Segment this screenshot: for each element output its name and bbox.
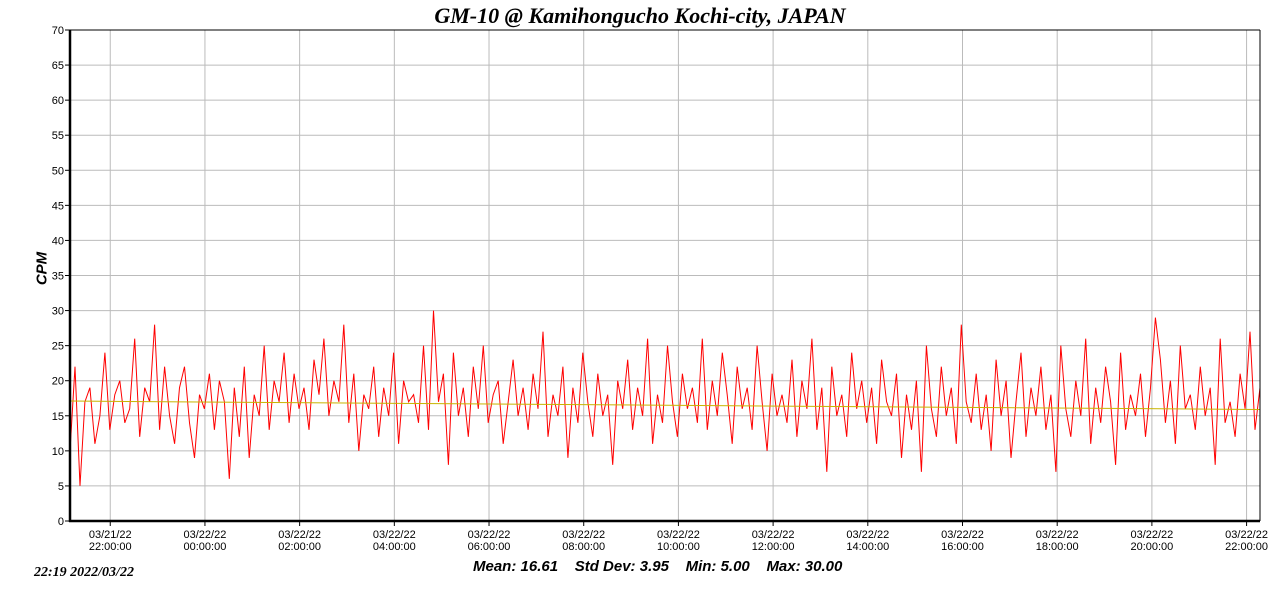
y-tick-label: 60 xyxy=(52,95,64,107)
x-tick-date: 03/22/22 xyxy=(752,529,795,541)
y-tick-label: 35 xyxy=(52,271,64,283)
x-tick-time: 04:00:00 xyxy=(373,541,416,553)
trend-line xyxy=(69,400,1261,410)
stats-summary: Mean: 16.61 Std Dev: 3.95 Min: 5.00 Max:… xyxy=(473,558,843,575)
chart-title: GM-10 @ Kamihongucho Kochi-city, JAPAN xyxy=(434,3,846,28)
x-tick-time: 18:00:00 xyxy=(1036,541,1079,553)
x-tick-date: 03/22/22 xyxy=(941,529,984,541)
y-tick-label: 25 xyxy=(52,341,64,353)
x-tick-time: 20:00:00 xyxy=(1130,541,1173,553)
y-tick-label: 10 xyxy=(52,446,64,458)
x-tick-time: 22:00:00 xyxy=(89,541,132,553)
x-tick-date: 03/22/22 xyxy=(1036,529,1079,541)
y-tick-label: 40 xyxy=(52,235,64,247)
y-tick-label: 30 xyxy=(52,306,64,318)
x-tick-date: 03/22/22 xyxy=(657,529,700,541)
x-tick-time: 16:00:00 xyxy=(941,541,984,553)
x-tick-time: 02:00:00 xyxy=(278,541,321,553)
x-tick-date: 03/22/22 xyxy=(562,529,605,541)
x-tick-date: 03/22/22 xyxy=(278,529,321,541)
x-tick-date: 03/22/22 xyxy=(468,529,511,541)
y-tick-label: 15 xyxy=(52,411,64,423)
x-tick-time: 06:00:00 xyxy=(468,541,511,553)
x-tick-date: 03/21/22 xyxy=(89,529,132,541)
y-tick-label: 50 xyxy=(52,165,64,177)
x-tick-date: 03/22/22 xyxy=(373,529,416,541)
cpm-series-line xyxy=(69,310,1261,486)
y-tick-label: 70 xyxy=(52,25,64,37)
x-tick-time: 22:00:00 xyxy=(1225,541,1268,553)
y-tick-label: 0 xyxy=(58,516,64,528)
x-tick-date: 03/22/22 xyxy=(1130,529,1173,541)
y-tick-label: 20 xyxy=(52,376,64,388)
y-tick-label: 55 xyxy=(52,130,64,142)
x-tick-time: 10:00:00 xyxy=(657,541,700,553)
y-tick-label: 45 xyxy=(52,200,64,212)
x-tick-time: 08:00:00 xyxy=(562,541,605,553)
y-tick-label: 5 xyxy=(58,481,64,493)
timestamp: 22:19 2022/03/22 xyxy=(34,565,134,580)
x-tick-date: 03/22/22 xyxy=(1225,529,1268,541)
x-tick-date: 03/22/22 xyxy=(184,529,227,541)
y-tick-label: 65 xyxy=(52,60,64,72)
x-tick-time: 12:00:00 xyxy=(752,541,795,553)
x-tick-time: 14:00:00 xyxy=(846,541,889,553)
x-tick-time: 00:00:00 xyxy=(184,541,227,553)
x-tick-date: 03/22/22 xyxy=(846,529,889,541)
